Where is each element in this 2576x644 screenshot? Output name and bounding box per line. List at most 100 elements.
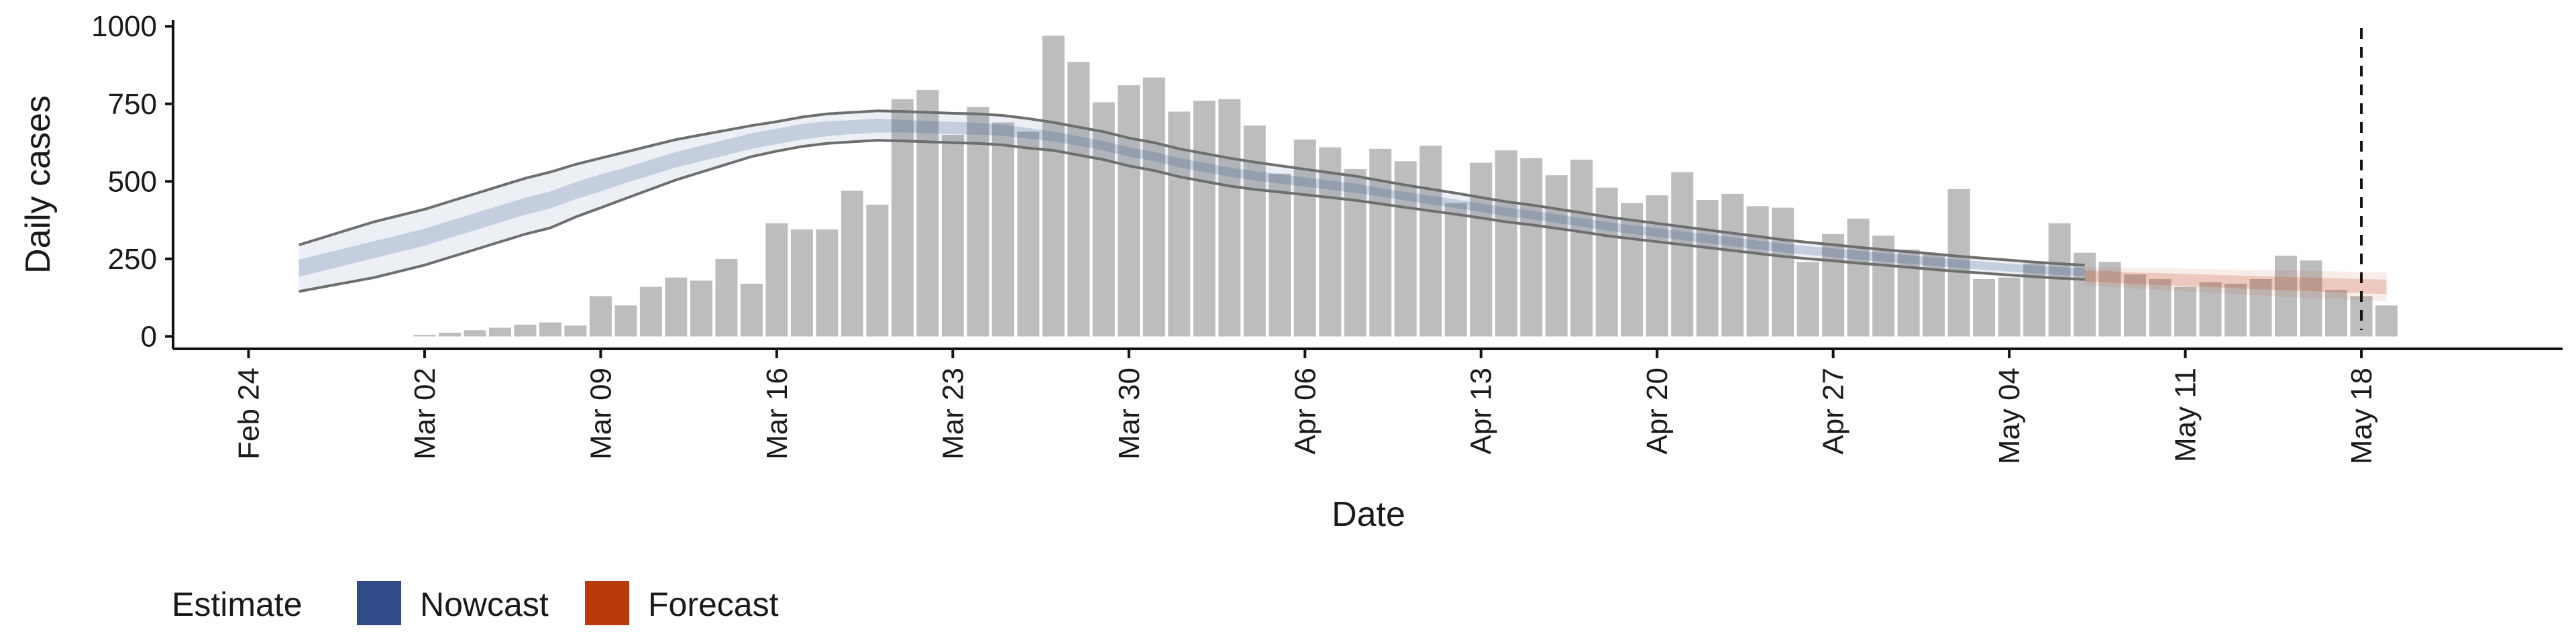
bar bbox=[464, 330, 486, 337]
y-tick-label: 0 bbox=[141, 321, 157, 354]
x-tick-label: Apr 06 bbox=[1289, 368, 1322, 455]
bar bbox=[2325, 290, 2348, 337]
x-tick-label: Mar 30 bbox=[1113, 368, 1146, 460]
bar bbox=[1671, 172, 1694, 337]
bar bbox=[1696, 200, 1719, 337]
bar bbox=[1822, 233, 1845, 337]
legend-swatch-forecast bbox=[585, 581, 629, 625]
axes: 0 250 500 750 1000 Feb 24 Mar 02 Mar 09 Mar 16 M… bbox=[91, 10, 2563, 464]
y-tick-label: 500 bbox=[108, 165, 157, 198]
bar bbox=[1998, 277, 2021, 337]
bar bbox=[539, 322, 561, 337]
bar bbox=[2249, 278, 2272, 337]
bar bbox=[1495, 150, 1517, 337]
bar bbox=[1092, 102, 1115, 337]
bar bbox=[1595, 187, 1618, 337]
bar bbox=[866, 205, 889, 337]
bar bbox=[1193, 101, 1216, 337]
plot-area bbox=[298, 28, 2398, 337]
bar bbox=[816, 229, 839, 337]
bar bbox=[765, 223, 788, 337]
upper-bound-line bbox=[298, 109, 2085, 267]
bar bbox=[1470, 162, 1493, 337]
bar bbox=[1118, 85, 1140, 337]
bar bbox=[2098, 262, 2121, 337]
bar bbox=[2199, 282, 2222, 337]
x-tick-label: Mar 02 bbox=[409, 368, 441, 460]
x-tick-label: Mar 23 bbox=[936, 368, 969, 460]
x-tick-label: Apr 20 bbox=[1641, 368, 1674, 455]
bars bbox=[413, 36, 2398, 337]
bar bbox=[1746, 206, 1769, 337]
bar bbox=[1897, 250, 1920, 337]
band-90-forecast bbox=[2084, 266, 2387, 302]
bar bbox=[1872, 235, 1895, 337]
bar bbox=[1017, 131, 1040, 337]
bar bbox=[488, 327, 511, 337]
bar bbox=[514, 324, 537, 337]
bar bbox=[2174, 286, 2197, 337]
bar bbox=[1269, 173, 1291, 337]
bar bbox=[1796, 262, 1819, 337]
bar bbox=[916, 90, 939, 337]
bar bbox=[1520, 158, 1543, 337]
x-tick-label: May 18 bbox=[2345, 368, 2378, 464]
bar bbox=[614, 305, 637, 337]
x-axis-title: Date bbox=[1332, 495, 1405, 534]
bar bbox=[841, 191, 863, 337]
bar bbox=[1067, 62, 1090, 337]
bar bbox=[2074, 252, 2096, 337]
y-tick-label: 750 bbox=[108, 88, 157, 121]
y-axis-title: Daily cases bbox=[19, 95, 58, 274]
x-axis-ticks: Feb 24 Mar 02 Mar 09 Mar 16 Mar 23 Mar 30 Apr … bbox=[233, 349, 2378, 464]
bar bbox=[1721, 193, 1744, 337]
x-tick-label: Feb 24 bbox=[233, 368, 266, 460]
bar bbox=[2300, 260, 2322, 337]
bar bbox=[413, 335, 436, 337]
y-tick-label: 250 bbox=[108, 243, 157, 276]
legend-label-nowcast: Nowcast bbox=[420, 586, 549, 623]
bar bbox=[2375, 305, 2398, 337]
series-forecast bbox=[2084, 266, 2387, 302]
bar bbox=[1570, 160, 1593, 337]
x-tick-label: Mar 16 bbox=[761, 368, 794, 460]
bar bbox=[1419, 146, 1442, 337]
bar bbox=[1847, 218, 1870, 337]
bar bbox=[1444, 203, 1467, 337]
legend-swatch-nowcast bbox=[357, 581, 401, 625]
bar bbox=[639, 286, 662, 337]
x-tick-label: May 11 bbox=[2169, 368, 2202, 462]
bar bbox=[665, 277, 688, 337]
bar bbox=[1243, 125, 1266, 337]
bar bbox=[2224, 283, 2247, 337]
series-nowcast bbox=[298, 109, 2085, 293]
bar bbox=[1344, 168, 1366, 337]
band-90-nowcast bbox=[299, 111, 2085, 292]
x-tick-label: Mar 09 bbox=[584, 368, 617, 460]
bar bbox=[1319, 147, 1342, 337]
bar bbox=[1545, 175, 1568, 337]
bar bbox=[1772, 207, 1794, 337]
bar bbox=[1394, 161, 1417, 337]
y-axis-ticks: 0 250 500 750 1000 bbox=[91, 10, 173, 354]
legend-title: Estimate bbox=[172, 586, 303, 623]
bar bbox=[941, 135, 964, 337]
bar bbox=[790, 229, 813, 337]
bar bbox=[1369, 148, 1392, 337]
x-tick-label: Apr 27 bbox=[1817, 368, 1850, 455]
bar bbox=[2124, 274, 2147, 337]
x-tick-label: Apr 13 bbox=[1465, 368, 1498, 455]
bar bbox=[991, 122, 1014, 337]
bar bbox=[2275, 256, 2298, 337]
bar bbox=[1646, 195, 1668, 337]
y-tick-label: 1000 bbox=[91, 10, 157, 43]
band-50-forecast bbox=[2084, 270, 2387, 294]
bar bbox=[1621, 203, 1644, 337]
bar bbox=[690, 280, 712, 337]
legend-label-forecast: Forecast bbox=[648, 586, 779, 623]
bar bbox=[740, 283, 763, 337]
legend: Estimate Nowcast Forecast bbox=[172, 581, 779, 625]
bar bbox=[2149, 278, 2171, 337]
bar bbox=[1973, 278, 1996, 337]
